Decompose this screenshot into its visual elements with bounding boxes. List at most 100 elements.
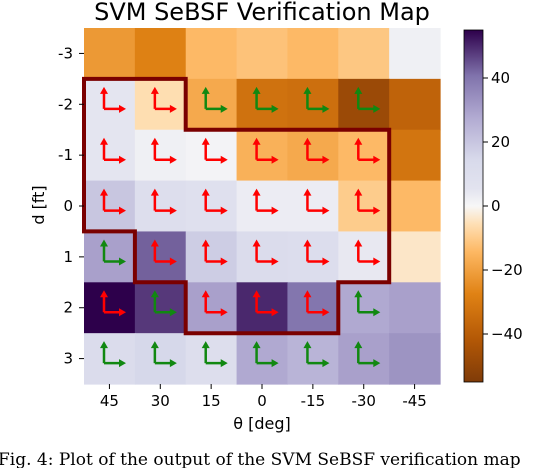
x-tick-label: 15 (202, 392, 221, 410)
y-tick-label: -1 (58, 146, 73, 164)
heatmap-cell (134, 231, 187, 283)
arrow-glyphs (100, 86, 381, 368)
y-tick-label: -2 (58, 95, 73, 113)
heatmap-cell (185, 78, 238, 131)
y-tick-label: 2 (63, 299, 73, 317)
x-tick-label: 0 (257, 392, 267, 410)
pose-arrow (354, 188, 381, 215)
colorbar-tick-label: −40 (491, 325, 523, 343)
heatmap-cell (236, 231, 289, 283)
pose-arrow (252, 86, 279, 113)
heatmap-cell (236, 333, 289, 385)
pose-arrow (303, 341, 330, 368)
pose-arrow (150, 137, 177, 164)
heatmap-cell (185, 231, 238, 283)
heatmap-cell (236, 180, 289, 233)
pose-arrow (100, 290, 126, 317)
heatmap-cell (84, 78, 136, 131)
pose-arrow (354, 341, 381, 368)
y-tick-label: -3 (58, 44, 73, 62)
x-axis-label: θ [deg] (233, 414, 291, 433)
heatmap-cell (338, 231, 390, 283)
colorbar-tick-label: 40 (491, 69, 510, 87)
x-tick-label: -45 (402, 392, 427, 410)
pose-arrow (100, 341, 126, 368)
pose-arrow (201, 86, 228, 113)
pose-arrow (303, 290, 330, 317)
colorbar-ticks: 40 20 0 −20 −40 (483, 69, 523, 343)
pose-arrow (201, 137, 228, 164)
x-tick-label: 45 (100, 392, 119, 410)
heatmap-cell (185, 333, 238, 385)
heatmap-cell (287, 231, 339, 283)
heatmap-cell (236, 282, 289, 334)
pose-arrow (100, 188, 126, 215)
heatmap-cell (134, 28, 187, 80)
heatmap-cell (84, 28, 136, 80)
heatmap-cell (185, 180, 238, 233)
heatmap-cell (338, 78, 390, 131)
heatmap-cell (84, 282, 136, 334)
figure-caption: Fig. 4: Plot of the output of the SVM Se… (0, 450, 521, 468)
x-tick-label: -15 (301, 392, 326, 410)
heatmap-cell (134, 129, 187, 182)
y-axis-label: d [ft] (29, 185, 48, 224)
heatmap-cell (134, 333, 187, 385)
y-tick-label: 1 (63, 248, 73, 266)
heatmap-cell (287, 180, 339, 233)
x-tick-label: 30 (151, 392, 170, 410)
colorbar-tick-label: 20 (491, 133, 510, 151)
heatmap-cell (389, 333, 441, 385)
heatmap-cell (338, 180, 390, 233)
pose-arrow (303, 86, 330, 113)
heatmap-cell (287, 28, 339, 80)
pose-arrow (150, 239, 177, 266)
pose-arrow (150, 290, 177, 317)
heatmap-cell (84, 180, 136, 233)
heatmap-cell (134, 282, 187, 334)
heatmap-cell (236, 28, 289, 80)
heatmap-cell (134, 78, 187, 131)
heatmap-cell (84, 231, 136, 283)
pose-arrow (150, 341, 177, 368)
pose-arrow (201, 290, 228, 317)
heatmap-cell (84, 129, 136, 182)
heatmap-cell (185, 129, 238, 182)
heatmap-cell (287, 78, 339, 131)
pose-arrow (201, 341, 228, 368)
heatmap-cell (338, 129, 390, 182)
pose-arrow (201, 188, 228, 215)
heatmap-cell (389, 180, 441, 233)
heatmap-cell (287, 282, 339, 334)
pose-arrow (100, 239, 126, 266)
pose-arrow (100, 137, 126, 164)
heatmap-cell (389, 78, 441, 131)
heatmap-cell (185, 282, 238, 334)
pose-arrow (252, 239, 279, 266)
heatmap-cell (338, 333, 390, 385)
pose-arrow (354, 239, 381, 266)
colorbar-tick-label: −20 (491, 261, 523, 279)
heatmap-cell (185, 28, 238, 80)
pose-arrow (252, 137, 279, 164)
verified-region-boundary (82, 76, 392, 336)
heatmap-cell (236, 78, 289, 131)
heatmap-cell (389, 282, 441, 334)
pose-arrow (303, 239, 330, 266)
heatmap-cell (389, 28, 441, 80)
x-tick-labels: 45 30 15 0 -15 -30 -45 (100, 384, 427, 410)
x-tick-label: -30 (351, 392, 376, 410)
pose-arrow (354, 137, 381, 164)
pose-arrow (252, 188, 279, 215)
pose-arrow (201, 239, 228, 266)
heatmap-cell (134, 180, 187, 233)
heatmap-cell (236, 129, 289, 182)
y-tick-label: 0 (63, 197, 73, 215)
pose-arrow (150, 188, 177, 215)
pose-arrow (252, 290, 279, 317)
pose-arrow (354, 86, 381, 113)
heatmap-cell (84, 333, 136, 385)
pose-arrow (303, 188, 330, 215)
pose-arrow (150, 86, 177, 113)
y-tick-label: 3 (63, 350, 73, 368)
